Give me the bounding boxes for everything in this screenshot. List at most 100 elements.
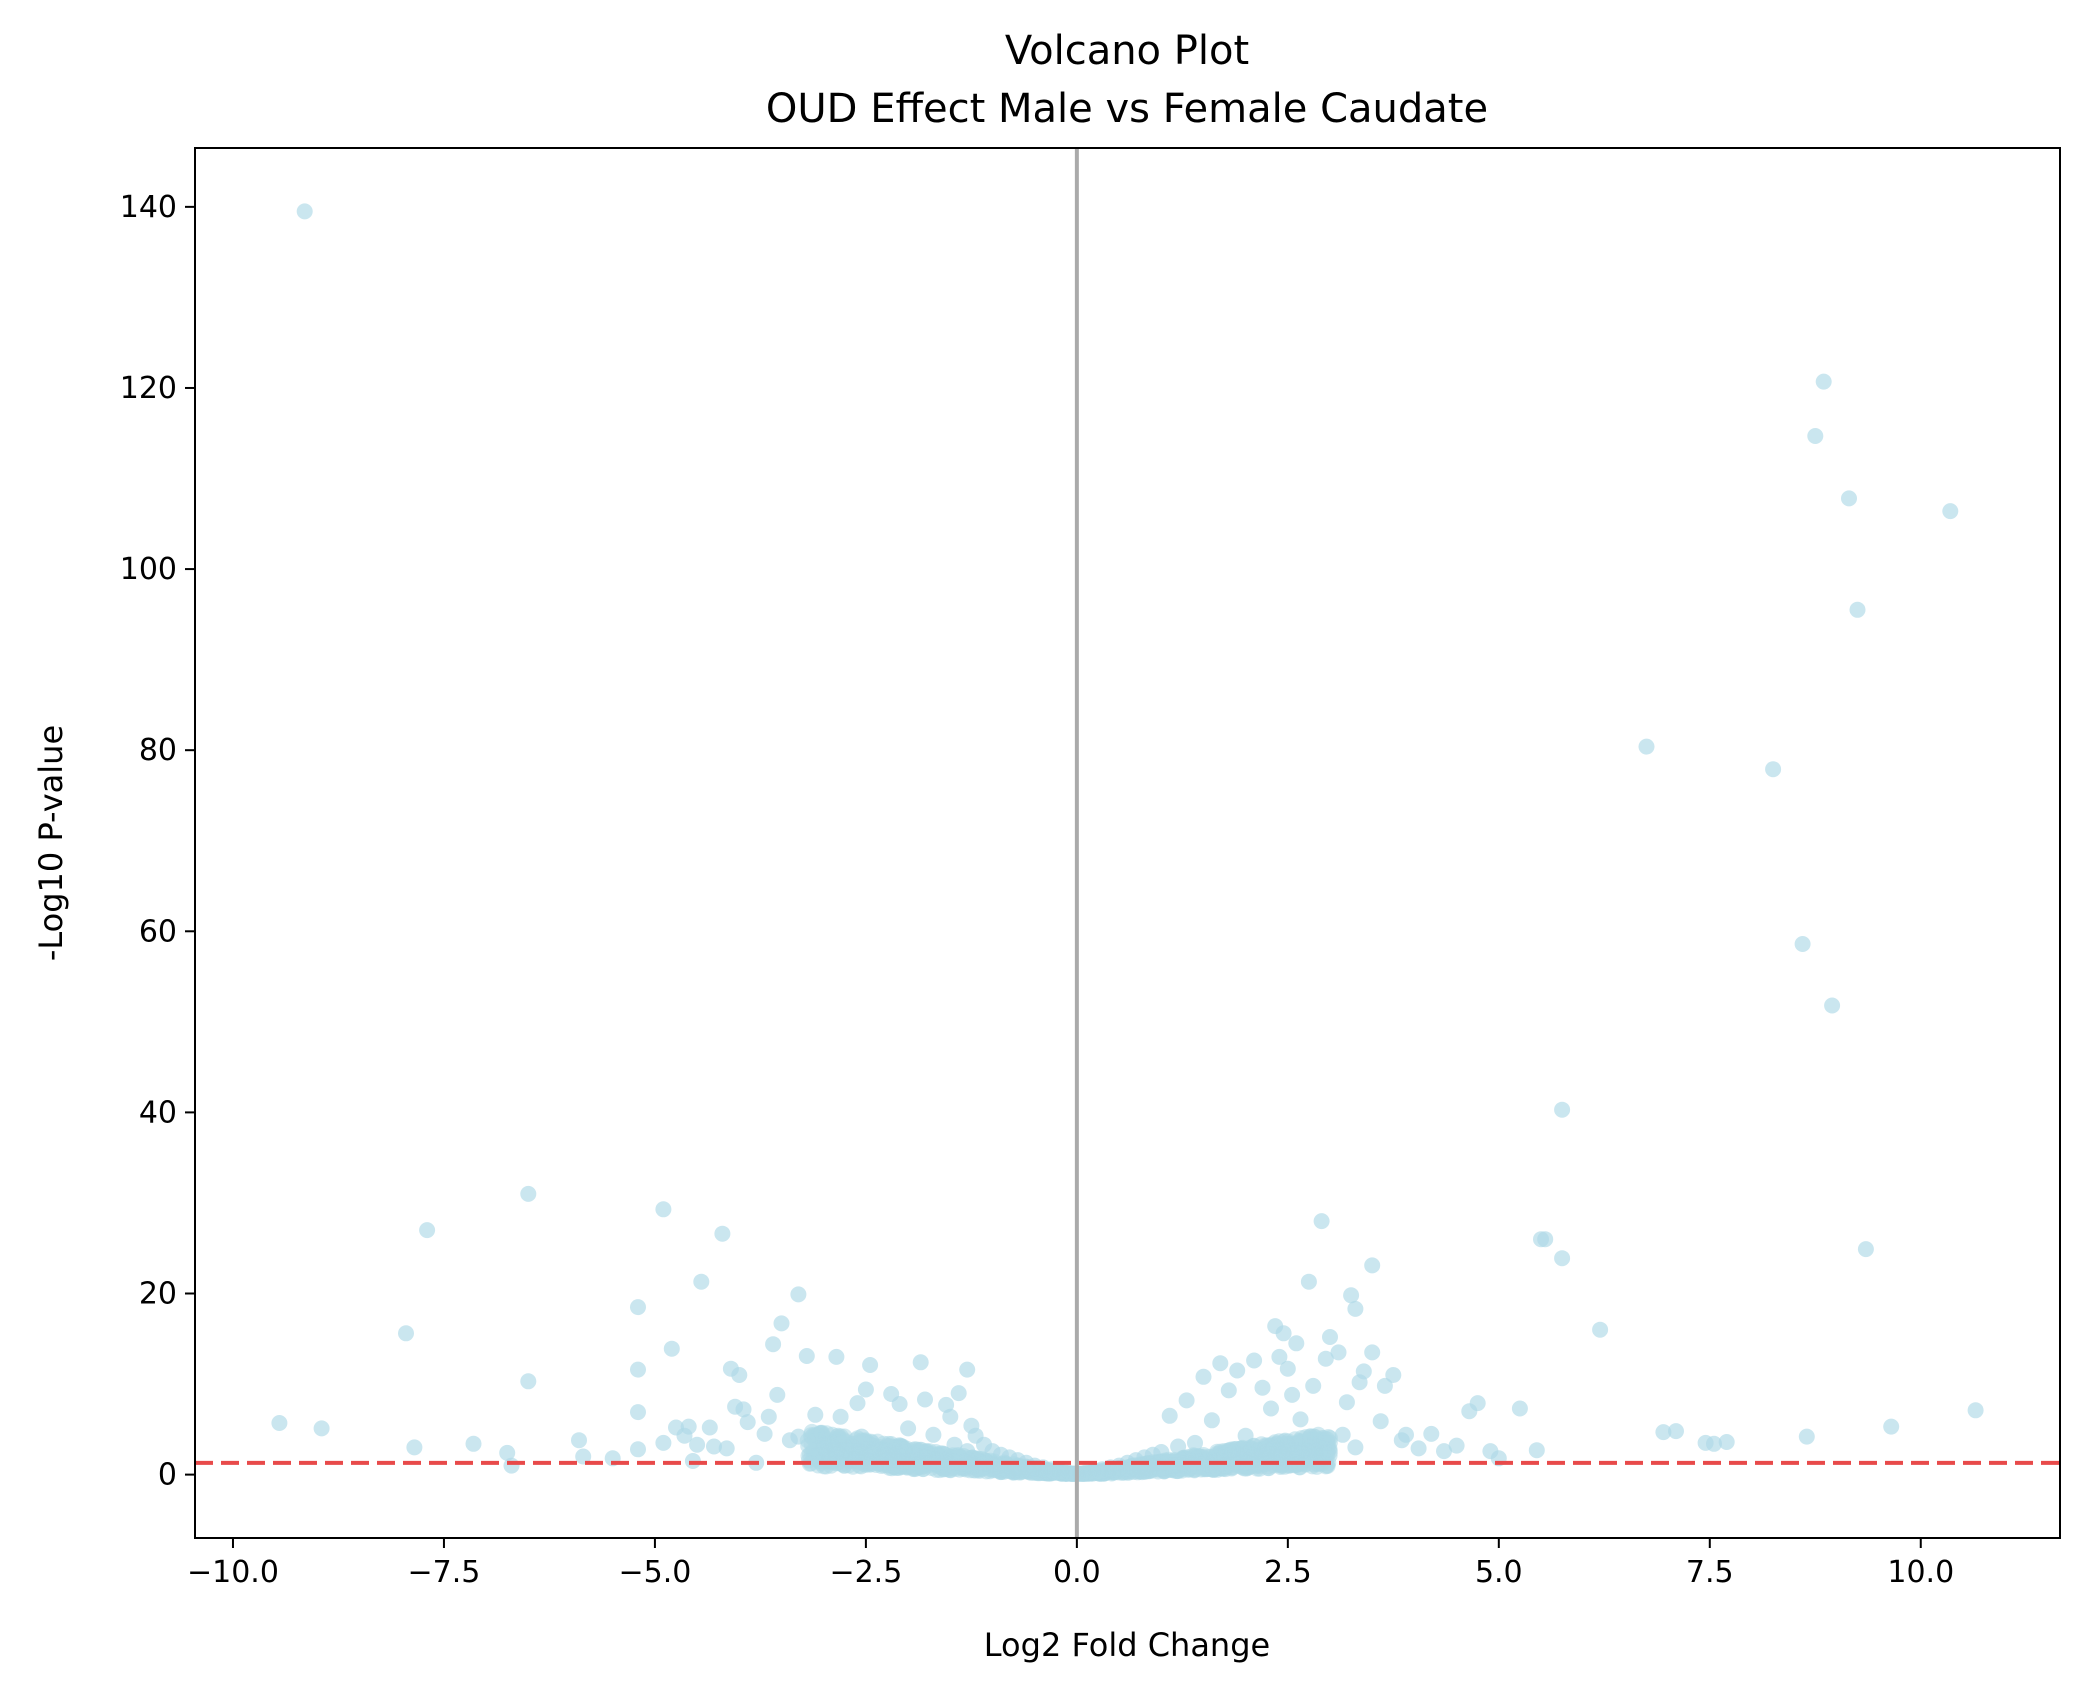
data-point [630, 1441, 646, 1458]
data-point [1075, 1465, 1092, 1482]
data-point [1528, 1442, 1545, 1459]
data-point [1857, 1241, 1874, 1258]
data-point [773, 1315, 790, 1332]
data-point [857, 1381, 874, 1398]
data-point [862, 1357, 879, 1373]
data-point [1841, 490, 1857, 507]
data-point [1279, 1360, 1296, 1377]
data-point [1292, 1411, 1309, 1428]
data-point [465, 1435, 482, 1452]
data-point [1249, 1456, 1266, 1473]
data-point [900, 1420, 917, 1437]
data-point [1668, 1423, 1684, 1440]
data-point [917, 1391, 933, 1408]
data-point [689, 1436, 706, 1453]
data-point [1355, 1363, 1372, 1380]
data-point [1161, 1407, 1178, 1424]
data-point [849, 1395, 866, 1412]
data-point [1347, 1439, 1364, 1456]
data-point [1263, 1400, 1279, 1417]
data-point [988, 1458, 1004, 1475]
dense-point-cloud [799, 1423, 1338, 1482]
data-point [1511, 1400, 1528, 1417]
data-point [1271, 1348, 1288, 1365]
data-point [1347, 1300, 1364, 1317]
chart-title: Volcano Plot [1005, 28, 1249, 74]
data-point [1177, 1452, 1194, 1469]
chart-subtitle: OUD Effect Male vs Female Caudate [766, 86, 1488, 132]
data-point [859, 1447, 876, 1464]
data-point [630, 1404, 646, 1421]
data-point [1203, 1412, 1220, 1429]
data-point [1423, 1425, 1440, 1442]
data-point [950, 1385, 967, 1402]
data-point [1967, 1402, 1984, 1419]
data-point [296, 203, 313, 220]
data-point [655, 1434, 672, 1451]
x-tick-label: 0.0 [1053, 1555, 1101, 1590]
x-tick-label: 2.5 [1264, 1555, 1312, 1590]
data-point [1798, 1428, 1815, 1445]
data-point [655, 1201, 672, 1218]
data-point [1638, 738, 1655, 755]
data-point [1469, 1395, 1486, 1412]
data-point [935, 1446, 952, 1463]
data-point [872, 1442, 889, 1459]
data-point [1942, 503, 1959, 520]
data-point [1178, 1392, 1195, 1409]
data-point [701, 1419, 718, 1436]
data-point [816, 1440, 833, 1457]
data-point [830, 1445, 847, 1462]
data-point [1322, 1329, 1338, 1345]
data-point [1285, 1448, 1302, 1465]
data-point [1088, 1464, 1105, 1481]
data-point [419, 1222, 436, 1239]
y-tick-label: 20 [139, 1277, 177, 1312]
x-tick-label: −10.0 [187, 1555, 279, 1590]
data-point [1364, 1344, 1381, 1361]
data-point [1883, 1418, 1900, 1435]
data-point [520, 1373, 537, 1390]
data-point [1254, 1379, 1271, 1396]
data-point [832, 1408, 849, 1425]
data-point [1317, 1350, 1334, 1367]
x-tick-label: −7.5 [408, 1555, 481, 1590]
data-point [731, 1367, 748, 1383]
data-point [1824, 997, 1841, 1014]
data-point [942, 1408, 959, 1425]
data-point [630, 1299, 646, 1316]
data-point [1284, 1386, 1301, 1403]
data-point [1116, 1463, 1133, 1480]
y-tick-label: 140 [120, 190, 177, 225]
data-point [925, 1426, 942, 1443]
plot-frame [194, 147, 2061, 1539]
data-point [798, 1348, 815, 1364]
data-point [959, 1361, 976, 1378]
data-point [1195, 1368, 1212, 1385]
x-tick-label: −5.0 [618, 1555, 691, 1590]
y-tick-label: 100 [120, 552, 177, 587]
data-point [1274, 1446, 1290, 1462]
data-point [1305, 1377, 1322, 1394]
y-tick-label: 120 [120, 371, 177, 406]
data-point [499, 1444, 516, 1461]
data-point [398, 1325, 414, 1342]
data-point [1554, 1250, 1571, 1267]
data-point [1385, 1367, 1402, 1383]
y-tick-label: 0 [158, 1458, 177, 1493]
data-point [1334, 1426, 1351, 1443]
data-point [735, 1401, 752, 1418]
data-point [693, 1273, 710, 1290]
x-axis-ticks: −10.0 −7.5 −5.0 −2.5 0.0 2.5 5.0 7.5 10.0 [187, 1538, 1954, 1590]
data-point [760, 1408, 777, 1425]
y-axis-ticks: 0 20 40 60 80 100 120 140 [120, 190, 195, 1493]
data-point [1321, 1430, 1338, 1446]
data-point [828, 1348, 845, 1365]
data-point [1398, 1426, 1414, 1443]
data-point [1338, 1394, 1355, 1411]
data-point [406, 1439, 423, 1456]
data-point [1275, 1325, 1292, 1342]
data-point [769, 1386, 786, 1403]
